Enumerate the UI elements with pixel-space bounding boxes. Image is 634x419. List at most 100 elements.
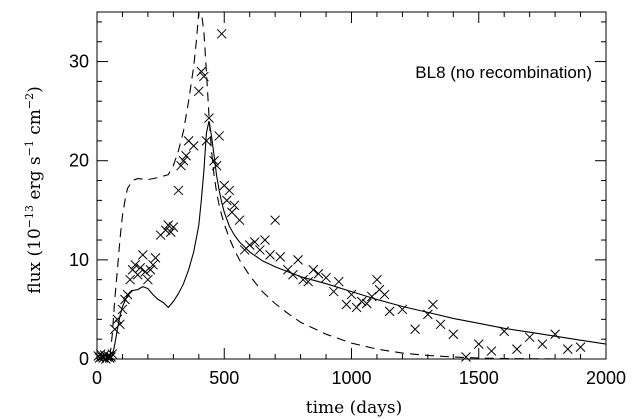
data-point-stroke <box>112 314 123 325</box>
data-point-stroke <box>165 227 176 237</box>
data-point-marker <box>428 299 438 310</box>
x-axis-label: time (days) <box>306 398 402 418</box>
data-point-marker <box>143 274 153 285</box>
y-axis-label-base: flux (10 <box>25 228 45 294</box>
data-point-stroke <box>486 346 497 356</box>
data-point-stroke <box>127 264 138 275</box>
data-point-marker <box>288 269 298 280</box>
data-point-stroke <box>132 269 143 280</box>
data-point-stroke <box>214 131 225 141</box>
data-point-marker <box>328 286 339 297</box>
data-point-marker <box>550 329 560 340</box>
data-point-stroke <box>575 342 586 352</box>
data-point-stroke <box>176 160 186 171</box>
data-point-stroke <box>137 250 148 260</box>
data-point-marker <box>163 220 174 231</box>
data-point-stroke <box>204 113 214 123</box>
data-point-marker <box>422 309 433 320</box>
data-point-marker <box>193 86 204 97</box>
data-point-stroke <box>163 220 174 231</box>
data-point-marker <box>227 207 237 218</box>
data-point-stroke <box>227 207 237 218</box>
data-point-marker <box>229 200 240 211</box>
data-point-stroke <box>130 259 141 270</box>
data-point-marker <box>346 289 357 300</box>
data-point-stroke <box>270 215 281 226</box>
data-point-stroke <box>160 225 171 235</box>
data-point-marker <box>132 269 143 280</box>
y-axis-label-exp2: −1 <box>23 140 36 156</box>
data-point-marker <box>160 225 171 235</box>
data-point-marker <box>117 304 128 315</box>
data-point-stroke <box>249 237 260 247</box>
x-tick-label: 1500 <box>459 368 499 388</box>
data-point-stroke <box>199 71 209 82</box>
data-point-stroke <box>120 294 130 305</box>
data-point-stroke <box>351 302 362 313</box>
data-point-stroke <box>512 344 522 354</box>
data-point-marker <box>397 304 408 315</box>
data-point-marker <box>461 352 471 362</box>
data-point-marker <box>173 185 184 196</box>
data-point-marker <box>379 289 390 300</box>
data-point-marker <box>196 66 207 77</box>
x-tick-label: 500 <box>209 368 239 388</box>
data-point-marker <box>303 276 314 287</box>
data-point-stroke <box>181 150 191 161</box>
data-point-stroke <box>135 262 146 273</box>
data-point-stroke <box>196 66 207 77</box>
data-point-stroke <box>107 349 118 359</box>
data-point-stroke <box>397 304 408 315</box>
data-point-marker <box>499 326 510 337</box>
data-point-marker <box>181 150 191 161</box>
data-point-marker <box>211 160 222 171</box>
data-point-stroke <box>341 299 352 310</box>
y-axis-label: flux (10−13 erg s−1 cm−2) <box>23 86 45 294</box>
data-point-stroke <box>448 329 459 340</box>
data-point-stroke <box>428 299 438 310</box>
data-point-marker <box>234 215 245 226</box>
data-point-marker <box>333 276 344 287</box>
data-point-stroke <box>211 160 222 171</box>
data-point-marker <box>201 136 212 146</box>
data-point-marker <box>384 306 395 317</box>
data-point-marker <box>512 344 522 354</box>
data-point-marker <box>199 71 209 82</box>
data-point-stroke <box>374 284 385 295</box>
data-point-stroke <box>125 274 135 285</box>
data-point-marker <box>410 324 420 335</box>
data-point-marker <box>356 296 367 307</box>
data-point-stroke <box>422 309 433 320</box>
data-point-marker <box>562 344 573 354</box>
data-point-stroke <box>178 155 189 166</box>
data-point-stroke <box>473 339 484 349</box>
data-point-marker <box>115 319 125 330</box>
data-point-stroke <box>224 185 235 196</box>
data-point-stroke <box>150 253 161 263</box>
y-tick-label: 0 <box>79 349 89 369</box>
dashed-model-curve <box>97 11 606 360</box>
data-point-stroke <box>461 352 471 362</box>
data-point-stroke <box>303 276 314 287</box>
data-point-stroke <box>95 349 106 359</box>
data-point-stroke <box>499 326 510 337</box>
data-point-marker <box>168 222 179 232</box>
data-point-stroke <box>260 235 270 245</box>
data-point-marker <box>137 250 148 260</box>
x-tick-label: 1000 <box>331 368 371 388</box>
data-point-stroke <box>333 276 344 287</box>
data-point-stroke <box>384 306 395 317</box>
data-point-marker <box>106 352 116 362</box>
data-point-stroke <box>234 215 245 226</box>
data-point-stroke <box>143 274 153 285</box>
data-point-stroke <box>265 250 275 260</box>
data-point-marker <box>448 329 459 340</box>
data-point-stroke <box>372 274 382 285</box>
data-point-marker <box>214 131 225 141</box>
y-axis-label-mid1: erg s <box>25 156 45 205</box>
data-point-stroke <box>244 240 255 250</box>
data-point-stroke <box>308 264 319 275</box>
data-point-stroke <box>229 200 240 211</box>
